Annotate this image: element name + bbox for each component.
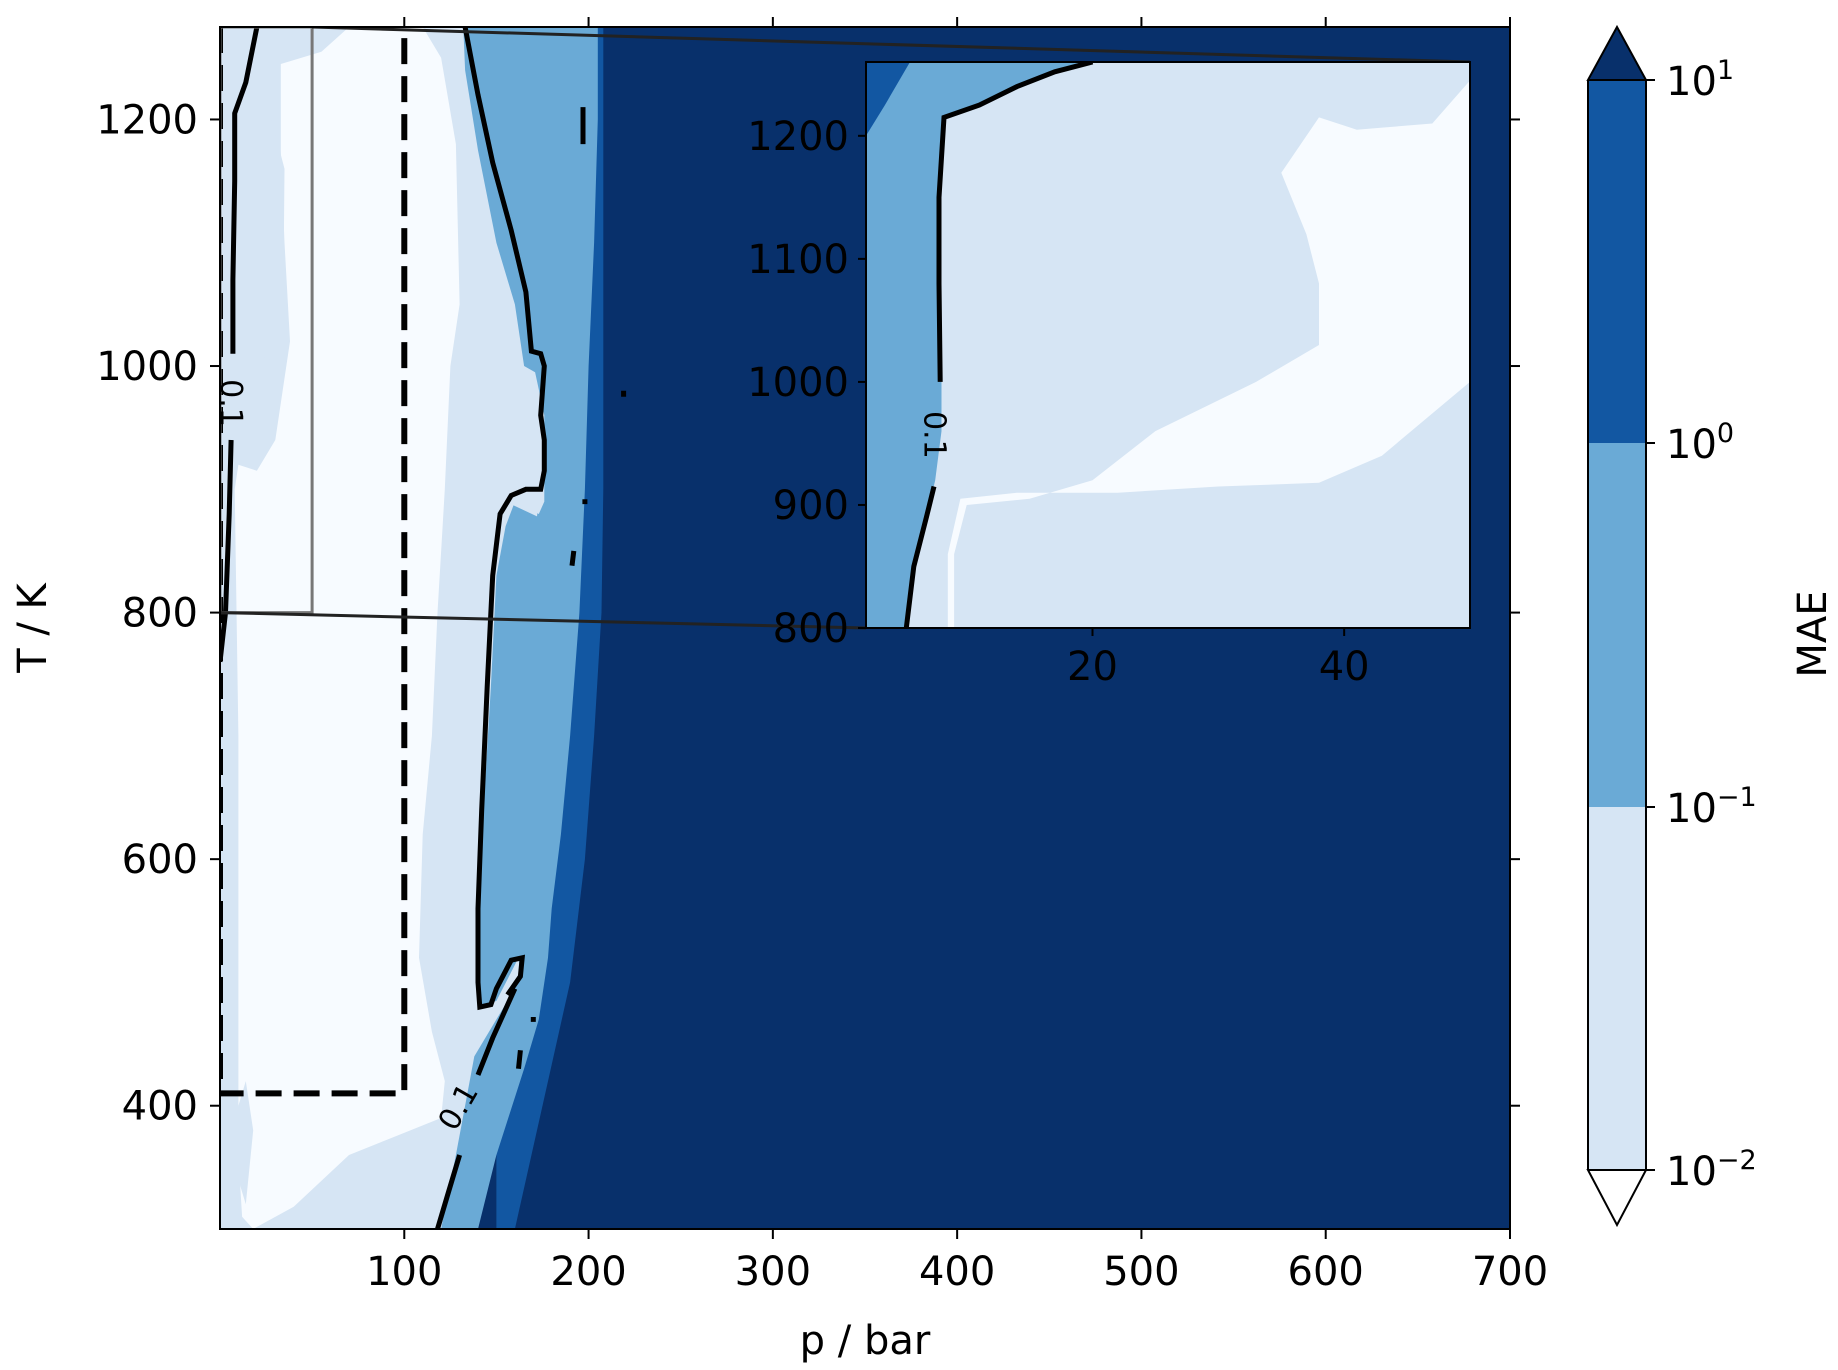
inset-frame <box>865 61 1471 629</box>
inset-x-tick-label: 20 <box>1067 644 1118 690</box>
inset-y-tick-label: 1200 <box>747 114 849 160</box>
colorbar-ticks: 10−2 10−1 100 101 <box>1646 55 1757 1195</box>
colorbar-band <box>1588 80 1646 443</box>
inset-y-tick-label: 1100 <box>747 237 849 283</box>
y-tick-label: 600 <box>122 837 198 883</box>
colorbar-label: MAE <box>1790 590 1836 677</box>
fill-band-0.01-0.1-patches <box>234 119 545 1205</box>
contour-line-0.1 <box>435 27 547 1229</box>
colorbar-extend-over <box>1586 24 1648 81</box>
x-tick-label: 200 <box>550 1249 626 1295</box>
x-tick-label: 300 <box>735 1249 811 1295</box>
colorbar-bands <box>1586 24 1648 1228</box>
contour-label-0-1-left: 0.1 <box>213 379 248 427</box>
colorbar-tick-label: 101 <box>1666 55 1734 105</box>
colorbar-band <box>1588 443 1646 807</box>
inset-x-tick-label: 40 <box>1319 644 1370 690</box>
contour-line-0.1-islands <box>516 107 627 1069</box>
main-plot-frame <box>219 26 1511 1230</box>
inset-y-axis-ticks: 800 900 1000 1100 1200 <box>747 114 866 652</box>
colorbar-tick-label: 10−2 <box>1666 1145 1757 1195</box>
y-tick-label: 1200 <box>96 97 198 143</box>
inset-fill-band-0.1-1 <box>866 62 1093 628</box>
x-axis-label: p / bar <box>800 1318 931 1364</box>
y-tick-label: 400 <box>122 1084 198 1130</box>
inset-x-axis-ticks: 20 40 <box>1067 628 1370 690</box>
x-tick-label: 400 <box>919 1249 995 1295</box>
colorbar-extend-under <box>1586 1169 1648 1228</box>
inset-fill-band-1-10 <box>866 62 910 136</box>
colorbar-frame <box>1587 80 1647 1170</box>
colorbar-band <box>1588 807 1646 1170</box>
x-tick-label: 500 <box>1103 1249 1179 1295</box>
colorbar-tick-label: 10−1 <box>1666 782 1757 832</box>
colorbar-tick-label: 100 <box>1666 418 1734 468</box>
inset-fill-band-lowest <box>947 80 1470 628</box>
inset-contour-fills <box>866 62 1470 628</box>
y-axis-label: T / K <box>10 581 56 673</box>
x-axis-ticks: 100 200 300 400 500 600 700 <box>366 17 1548 1295</box>
dashed-region-outline <box>220 27 408 1097</box>
x-tick-label: 600 <box>1288 1249 1364 1295</box>
inset-contour-label-0-1: 0.1 <box>916 411 951 459</box>
zoom-connector-lines <box>220 27 1471 630</box>
y-tick-label: 1000 <box>96 344 198 390</box>
inset-y-tick-label: 800 <box>773 606 849 652</box>
inset-contour-line-0.1 <box>903 62 1094 628</box>
inset-y-tick-label: 900 <box>773 483 849 529</box>
inset-y-tick-label: 1000 <box>747 360 849 406</box>
y-axis-ticks: 400 600 800 1000 1200 <box>96 97 1520 1130</box>
y-tick-label: 800 <box>122 591 198 637</box>
x-tick-label: 700 <box>1472 1249 1548 1295</box>
x-tick-label: 100 <box>366 1249 442 1295</box>
colorbar: 10−2 10−1 100 101 MAE <box>1586 24 1836 1228</box>
